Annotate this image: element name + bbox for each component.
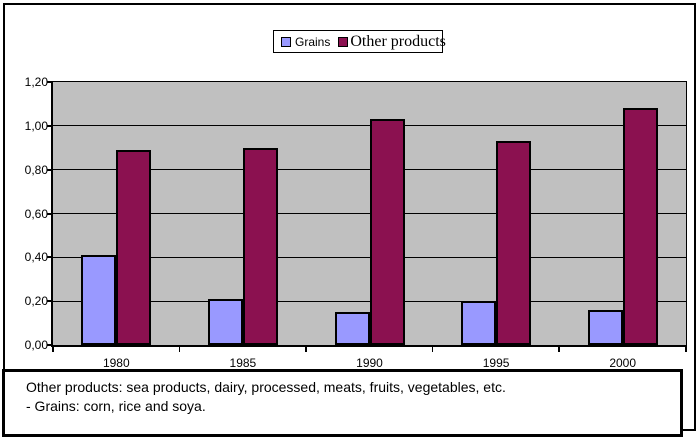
bar-other-products-2000: [622, 108, 658, 345]
other-products-legend-marker-icon: [338, 36, 349, 47]
bar-grains-1995: [461, 301, 497, 345]
legend-label-other-products: Other products: [350, 32, 446, 50]
grains-legend-marker-icon: [281, 36, 291, 47]
note-box: Other products: sea products, dairy, pro…: [2, 369, 683, 437]
bar-grains-1980: [81, 255, 117, 345]
legend-item-other-products: Other products: [338, 33, 446, 51]
bar-grains-2000: [587, 309, 623, 345]
bar-other-products-1980: [116, 149, 152, 345]
legend-item-grains: Grains: [281, 35, 338, 49]
bar-grains-1990: [334, 312, 370, 345]
chart-legend: Grains Other products: [273, 30, 446, 53]
legend-label-grains: Grains: [295, 34, 331, 49]
note-line-other-products: Other products: sea products, dairy, pro…: [26, 379, 506, 395]
plot-area: [51, 81, 687, 347]
note-line-grains: - Grains: corn, rice and soya.: [26, 398, 206, 414]
bar-other-products-1990: [369, 119, 405, 345]
bar-other-products-1995: [496, 141, 532, 345]
bar-other-products-1985: [242, 147, 278, 345]
bar-grains-1985: [207, 298, 243, 345]
